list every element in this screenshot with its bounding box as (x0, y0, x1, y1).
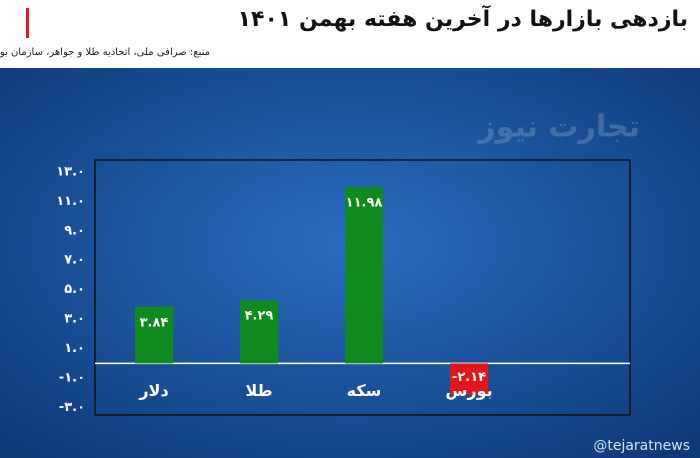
x-tick-label: دلار (138, 381, 168, 400)
y-tick-label: ۱.۰ (64, 341, 85, 356)
value-label: ۳.۸۴ (140, 315, 169, 330)
bar (450, 363, 488, 395)
value-label: -۲.۱۴ (452, 370, 486, 385)
chart-subtitle: منبع: صرافی ملی، اتحادیه طلا و جواهر، سا… (0, 47, 210, 58)
plot-frame (94, 159, 631, 416)
y-tick-label: ۷.۰ (64, 253, 85, 268)
y-tick-label: ۱۳.۰ (56, 164, 85, 179)
x-tick-label: بورس (445, 381, 492, 400)
y-tick-label: ۵.۰ (64, 282, 85, 297)
header (0, 0, 700, 68)
value-label: ۱۱.۹۸ (346, 195, 383, 210)
header-accent (26, 8, 29, 38)
y-tick-label: ۳.۰ (64, 312, 85, 327)
x-tick-label: طلا (245, 381, 272, 400)
x-tick-label: سکه (347, 381, 382, 400)
y-tick-label: -۱.۰ (59, 371, 85, 386)
bar (345, 186, 383, 364)
y-tick-label: ۱۱.۰ (56, 194, 85, 209)
bar (240, 300, 278, 364)
value-label: ۴.۲۹ (245, 309, 274, 324)
chart-title: بازدهی بازارها در آخرین هفته بهمن ۱۴۰۱ (238, 4, 688, 32)
bar (135, 306, 173, 364)
y-tick-label: -۳.۰ (59, 400, 85, 415)
y-tick-label: ۹.۰ (64, 223, 85, 238)
handle: @tejaratnews (593, 438, 690, 454)
watermark: تجارت نیوز (476, 110, 640, 145)
